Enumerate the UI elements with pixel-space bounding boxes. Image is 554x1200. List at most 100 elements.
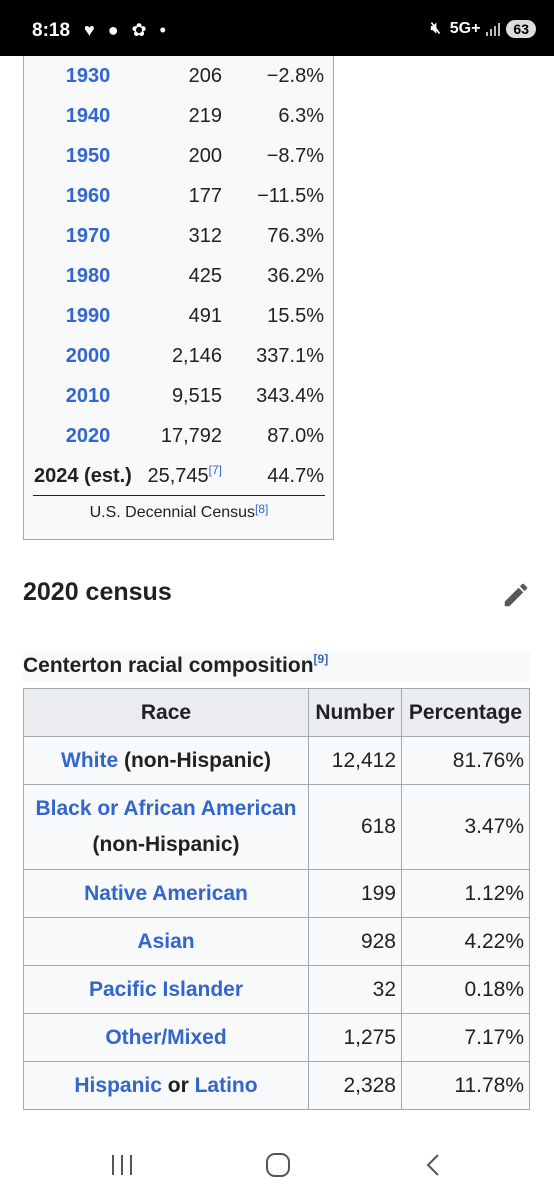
population-value: 25,745[7] [147,463,222,488]
percent-change: −2.8% [266,65,324,87]
percent-change: 76.3% [267,225,324,247]
estimate-ref-link[interactable]: [7] [208,463,222,477]
battery-icon: 63 [506,20,536,38]
population-source: U.S. Decennial Census[8] [24,502,334,522]
year-link[interactable]: 1990 [65,305,111,327]
table-row: Pacific Islander 32 0.18% [23,965,530,1014]
table-row: Native American 199 1.12% [23,869,530,918]
population-estimate-row: 2024 (est.) 25,745[7] 44.7% [24,457,334,497]
percent-change: 36.2% [267,265,324,287]
population-row: 2010 9,515 343.4% [24,377,334,417]
race-number: 1,275 [308,1013,402,1062]
race-percentage: 0.18% [401,965,530,1014]
race-table: Race Number Percentage White (non-Hispan… [23,688,530,1110]
source-ref-link[interactable]: [8] [255,502,269,516]
status-time: 8:18 [32,20,71,41]
back-icon[interactable] [420,1150,446,1180]
percent-change: −8.7% [266,145,324,167]
table-row: Asian 928 4.22% [23,917,530,966]
notification-icons: ♥ ● ✿ • [84,20,170,40]
network-label: 5G+ [449,20,481,37]
race-table-caption: Centerton racial composition[9] [23,651,531,682]
signal-icon [486,22,501,36]
estimate-year: 2024 (est.) [34,465,132,487]
population-value: 177 [188,185,222,207]
race-link-hispanic[interactable]: Hispanic [74,1073,162,1097]
population-value: 200 [188,145,222,167]
percent-change: 6.3% [278,105,324,127]
race-link-pacific-islander[interactable]: Pacific Islander [88,977,244,1001]
year-link[interactable]: 2000 [65,345,111,367]
percent-change: 337.1% [256,345,324,367]
year-link[interactable]: 1970 [65,225,111,247]
race-link-latino[interactable]: Latino [194,1073,258,1097]
status-right: 🔇︎ 5G+ 63 [428,20,536,38]
year-link[interactable]: 1940 [65,105,111,127]
population-value: 312 [188,225,222,247]
population-row: 1940 219 6.3% [24,97,334,137]
race-number: 32 [308,965,402,1014]
population-row: 2000 2,146 337.1% [24,337,334,377]
race-qualifier: (non-Hispanic) [92,833,240,856]
population-value: 425 [188,265,222,287]
year-link[interactable]: 1980 [65,265,111,287]
table-divider [33,495,325,496]
header-race: Race [23,688,309,737]
population-value: 2,146 [171,345,222,367]
source-text: U.S. Decennial Census [89,504,256,521]
table-row: Black or African American (non-Hispanic) … [23,784,530,870]
race-percentage: 81.76% [401,736,530,785]
race-qualifier: (non-Hispanic) [118,748,271,772]
header-percentage: Percentage [401,688,530,737]
status-bar: 8:18 ♥ ● ✿ • 🔇︎ 5G+ 63 [0,0,554,56]
race-number: 618 [308,784,402,870]
section-title: 2020 census [23,578,172,606]
race-percentage: 7.17% [401,1013,530,1062]
race-number: 199 [308,869,402,918]
population-value: 219 [188,105,222,127]
percent-change: 44.7% [267,465,324,487]
race-link-black[interactable]: Black or African American [35,797,297,820]
table-row: Other/Mixed 1,275 7.17% [23,1013,530,1062]
population-row: 1980 425 36.2% [24,257,334,297]
population-row: 1930 206 −2.8% [24,57,334,97]
year-link[interactable]: 2020 [65,425,111,447]
race-link-native-american[interactable]: Native American [84,881,248,905]
race-percentage: 11.78% [401,1061,530,1110]
home-icon[interactable] [263,1150,293,1180]
year-link[interactable]: 1960 [65,185,111,207]
caption-text: Centerton racial composition [23,654,314,677]
table-row: White (non-Hispanic) 12,412 81.76% [23,736,530,785]
navigation-bar [0,1120,554,1200]
pencil-edit-icon[interactable] [501,580,531,610]
population-value: 491 [188,305,222,327]
race-percentage: 1.12% [401,869,530,918]
race-link-asian[interactable]: Asian [137,929,195,953]
population-row: 1970 312 76.3% [24,217,334,257]
race-number: 928 [308,917,402,966]
population-row: 1960 177 −11.5% [24,177,334,217]
year-link[interactable]: 1950 [65,145,111,167]
recents-icon[interactable] [108,1150,136,1180]
population-value: 206 [188,65,222,87]
race-percentage: 4.22% [401,917,530,966]
mute-icon: 🔇︎ [430,20,441,37]
year-link[interactable]: 1930 [65,65,111,87]
population-row: 1990 491 15.5% [24,297,334,337]
year-link[interactable]: 2010 [65,385,111,407]
population-value: 9,515 [171,385,222,407]
race-header-row: Race Number Percentage [23,688,530,737]
caption-ref-link[interactable]: [9] [313,652,329,666]
percent-change: 87.0% [267,425,324,447]
race-percentage: 3.47% [401,784,530,870]
header-number: Number [308,688,402,737]
population-table: U.S. Decennial Census[8] 1930 206 −2.8% 194… [23,56,334,540]
race-number: 12,412 [308,736,402,785]
race-connector: or [161,1073,195,1097]
race-link-other-mixed[interactable]: Other/Mixed [105,1025,227,1049]
race-number: 2,328 [308,1061,402,1110]
percent-change: 343.4% [256,385,324,407]
table-row: Hispanic or Latino 2,328 11.78% [23,1061,530,1110]
race-link-white[interactable]: White [61,748,119,772]
population-row: 1950 200 −8.7% [24,137,334,177]
